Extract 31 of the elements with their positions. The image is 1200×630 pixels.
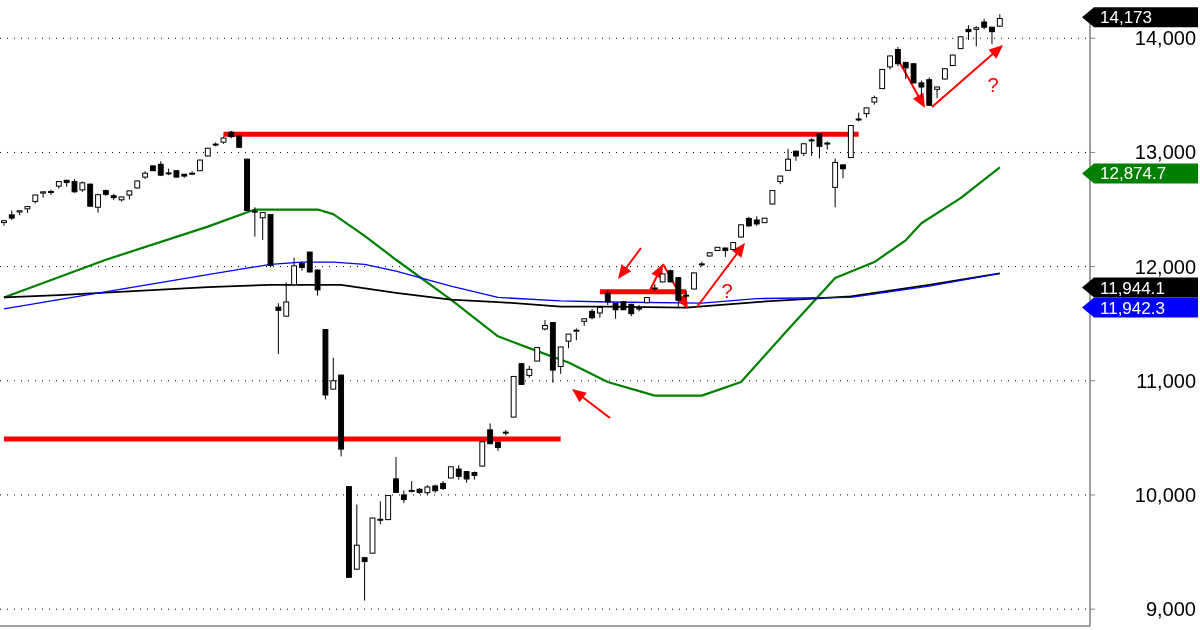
candlestick: [557, 346, 564, 375]
price-tag: 14,173: [1082, 7, 1198, 28]
candlestick: [361, 556, 368, 602]
line-series: [2, 166, 1001, 397]
candlestick: [275, 302, 282, 355]
candlestick: [542, 319, 548, 332]
price-tag: 11,944.1: [1082, 277, 1198, 298]
candlestick: [393, 456, 399, 494]
y-tick-label: 9,000: [1145, 598, 1196, 621]
candlestick: [48, 189, 54, 196]
annotation: ?: [721, 280, 733, 302]
y-tick-label: 11,000: [1136, 369, 1196, 392]
candlestick: [894, 46, 901, 67]
annotation: ?: [987, 74, 999, 96]
candlestick: [879, 68, 886, 90]
y-tick-label: 14,000: [1134, 27, 1196, 50]
price-tag: 12,874.7: [1082, 163, 1198, 184]
candlestick: [840, 164, 846, 179]
candlestick: [87, 182, 94, 208]
candlestick: [353, 504, 360, 571]
candlestick: [189, 170, 196, 176]
line-series: [3, 261, 1001, 310]
candlestick: [306, 251, 313, 273]
candlestick: [251, 206, 258, 238]
candlestick: [934, 86, 941, 99]
candlestick: [40, 191, 47, 199]
y-tick-label: 12,000: [1134, 255, 1196, 278]
y-tick-label: 10,000: [1134, 483, 1196, 506]
y-tick-label: 13,000: [1134, 141, 1196, 164]
candlestick: [785, 148, 792, 172]
price-tag: 11,942.3: [1082, 297, 1198, 318]
